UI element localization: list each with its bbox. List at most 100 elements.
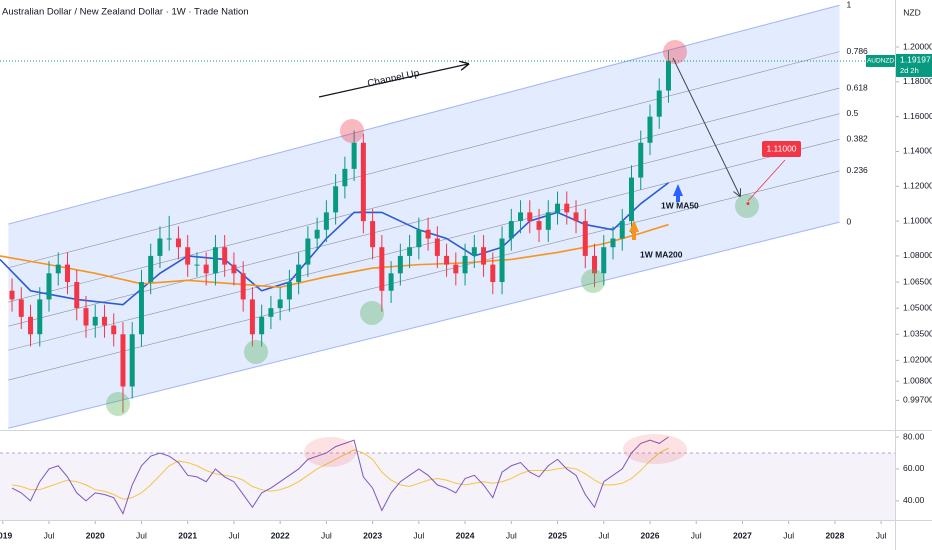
candle-body	[536, 221, 542, 230]
top-highlight	[340, 119, 364, 143]
candle-body	[111, 325, 117, 335]
target-label: 1.11000	[766, 143, 796, 153]
candle-body	[564, 203, 570, 213]
candle-body	[277, 299, 283, 309]
fib-level-line	[8, 138, 840, 351]
candle-body	[416, 229, 422, 248]
candle-body	[92, 316, 98, 326]
x-tick-label: Jul	[598, 530, 609, 540]
x-tick-label: 2028	[825, 530, 844, 540]
x-tick-label: Jul	[783, 530, 794, 540]
rsi-line	[11, 436, 669, 515]
rsi-tick-label: 80.00	[903, 431, 925, 441]
candle-body	[268, 308, 274, 317]
chart-title: Australian Dollar / New Zealand Dollar ·…	[2, 7, 249, 18]
fib-level-line	[8, 4, 840, 225]
currency: NZD	[903, 7, 920, 17]
candle-body	[453, 264, 459, 274]
trend-arrow	[318, 64, 468, 98]
y-tick-label: 1.20000	[903, 41, 932, 51]
series-label: 1W MA50	[661, 200, 699, 210]
countdown-label: 2d 2h	[900, 66, 919, 75]
rsi-ma-line	[11, 447, 669, 500]
candle-body	[194, 264, 200, 266]
candle-body	[240, 273, 246, 300]
fib-level-label: 0.5	[847, 108, 859, 118]
candle-body	[55, 264, 61, 274]
last-price-box	[896, 53, 932, 77]
bottom-highlight	[106, 392, 130, 416]
x-tick-label: 2020	[86, 530, 105, 540]
candle-body	[462, 255, 468, 274]
candle-body	[120, 334, 126, 387]
ma50-arrow	[673, 184, 683, 202]
target-point	[746, 202, 750, 206]
x-tick-label: Jul	[691, 530, 702, 540]
candle-body	[18, 299, 24, 317]
candle-body	[425, 229, 431, 239]
target-connector	[747, 159, 786, 202]
candle-body	[555, 203, 561, 213]
fib-level-label: 0.236	[847, 165, 869, 175]
candle-body	[249, 299, 255, 335]
rsi-tick-label: 60.00	[903, 463, 925, 473]
candle-body	[397, 255, 403, 274]
candle-body	[83, 308, 89, 326]
fib-level-line	[8, 170, 840, 381]
candle-body	[647, 116, 653, 143]
x-tick-label: Jul	[321, 530, 332, 540]
price-pane	[0, 4, 895, 429]
y-tick-label: 1.03500	[903, 329, 932, 339]
candle-body	[388, 273, 394, 291]
x-tick-label: 2024	[456, 530, 475, 540]
y-tick-label: 0.99700	[903, 395, 932, 405]
candle-body	[175, 238, 181, 248]
x-tick-label: 2022	[271, 530, 290, 540]
candle-body	[351, 142, 357, 169]
candle-body	[314, 229, 320, 239]
x-tick-label: 2025	[548, 530, 567, 540]
candle-body	[231, 264, 237, 274]
candle-body	[101, 316, 107, 326]
candle-body	[46, 273, 52, 300]
candle-body	[407, 247, 413, 256]
candle-body	[203, 264, 209, 274]
y-tick-label: 1.12000	[903, 181, 932, 191]
y-tick-label: 1.05000	[903, 302, 932, 312]
candle-body	[656, 90, 662, 117]
fib-level-line	[8, 221, 840, 429]
candle-body	[286, 282, 292, 300]
y-tick-label: 1.10000	[903, 215, 932, 225]
candle-body	[305, 238, 311, 265]
candle-body	[333, 186, 339, 213]
candle-body	[323, 212, 329, 230]
fib-level-label: 0	[847, 216, 852, 226]
series-label: 1W MA200	[640, 249, 683, 259]
x-tick-label: 2026	[641, 530, 660, 540]
fib-level-line	[8, 51, 840, 269]
candle-body	[573, 212, 579, 222]
rsi-pane	[11, 436, 669, 515]
candle-body	[212, 247, 218, 274]
candle-body	[37, 299, 43, 335]
candle-body	[592, 255, 598, 274]
candle-body	[619, 221, 625, 239]
candle-body	[222, 247, 228, 265]
candle-body	[508, 221, 514, 239]
x-tick-label: 2019	[0, 530, 12, 540]
x-tick-label: 2021	[178, 530, 197, 540]
y-tick-label: 1.18000	[903, 76, 932, 86]
fib-level-line	[8, 87, 840, 303]
candle-body	[138, 282, 144, 335]
top-highlight	[663, 40, 687, 64]
fib-level-label: 0.786	[847, 46, 869, 56]
candle-body	[74, 282, 80, 309]
target-box	[762, 141, 801, 157]
candle-body	[148, 255, 154, 283]
bottom-highlight	[360, 301, 384, 325]
candle-body	[28, 316, 34, 335]
candle-body	[434, 238, 440, 256]
y-tick-label: 1.14000	[903, 146, 932, 156]
